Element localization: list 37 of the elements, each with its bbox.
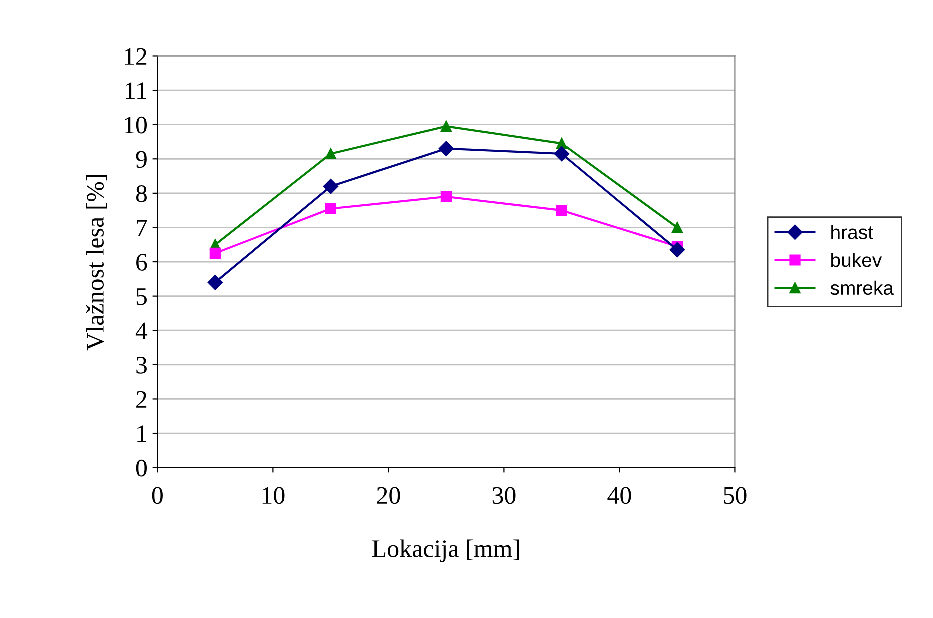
point [325, 203, 336, 214]
x-tick-label: 0 [152, 487, 163, 504]
y-tick-label: 9 [136, 151, 147, 168]
y-tick-label: 8 [136, 185, 147, 202]
y-tick-label: 3 [136, 357, 147, 374]
point [556, 205, 568, 216]
legend-label: smreka [830, 280, 894, 296]
x-tick-label: 10 [262, 487, 285, 504]
y-tick-label: 6 [136, 254, 148, 271]
point [210, 248, 221, 260]
y-tick-label: 0 [136, 460, 147, 477]
y-tick-label: 4 [136, 322, 148, 340]
y-tick-label: 7 [137, 220, 148, 236]
x-tick-label: 40 [608, 487, 632, 504]
y-axis-title: Vlažnost lesa [%] [86, 175, 108, 351]
point [554, 146, 570, 162]
point [556, 138, 568, 150]
legend-label: bukev [832, 252, 882, 268]
y-tick-label: 2 [136, 391, 147, 408]
y-tick-label: 1 [138, 426, 146, 442]
point [440, 191, 452, 202]
y-tick-label: 11 [126, 82, 146, 100]
x-tick-label: 30 [492, 487, 516, 504]
x-axis-title: Lokacija [mm] [372, 540, 520, 562]
y-tick-label: 5 [136, 288, 147, 306]
x-tick-label: 50 [724, 487, 747, 504]
y-tick-label: 12 [125, 48, 147, 65]
point [438, 141, 454, 156]
point [323, 179, 339, 194]
x-tick-label: 20 [377, 487, 400, 504]
point [325, 148, 336, 160]
point [208, 275, 223, 290]
point [670, 242, 686, 258]
point [440, 120, 452, 132]
legend-label: hrast [832, 225, 874, 240]
y-tick-label: 10 [125, 116, 147, 134]
point [672, 222, 684, 234]
